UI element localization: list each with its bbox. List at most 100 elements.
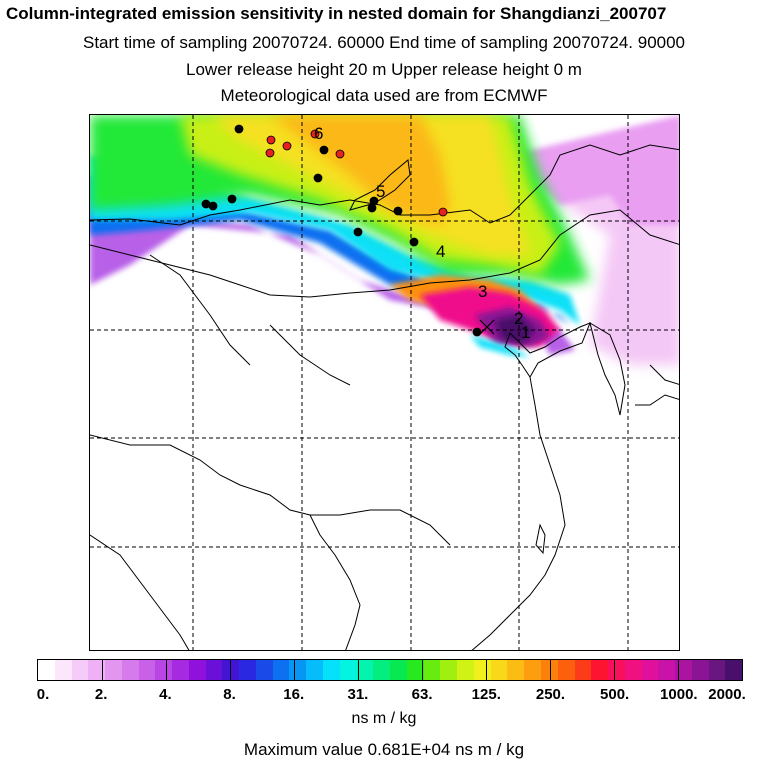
color-scale-tick-label: 4.	[159, 686, 172, 703]
marker-red	[310, 129, 320, 139]
traj-label-3: 3	[478, 282, 487, 301]
color-scale-cell	[675, 660, 692, 680]
color-scale-cell	[708, 660, 726, 680]
korea-coast	[589, 321, 626, 416]
color-scale-cell	[574, 660, 592, 680]
color-scale-cell	[272, 660, 290, 680]
field-orange	[270, 115, 450, 225]
color-scale-tick-label: 125.	[471, 686, 501, 703]
color-scale-cell	[205, 660, 223, 680]
color-scale-cell	[557, 660, 575, 680]
particle-markers	[201, 124, 482, 337]
mongolia-border	[90, 144, 679, 226]
color-scale-cell	[356, 660, 374, 680]
color-scale-separator	[422, 660, 423, 680]
marker-black	[353, 227, 363, 237]
color-scale-separator	[550, 660, 551, 680]
color-scale-cell	[641, 660, 659, 680]
marker-red	[266, 135, 276, 145]
color-scale-tick-label: 500.	[600, 686, 630, 703]
lake	[349, 159, 411, 211]
color-scale-separator	[486, 660, 487, 680]
met-data-line: Meteorological data used are from ECMWF	[220, 86, 548, 105]
india-coast	[90, 534, 190, 650]
inner-border-1	[149, 254, 251, 366]
color-scale-separator	[166, 660, 167, 680]
color-scale-cell	[423, 660, 441, 680]
color-scale-ticks: 0. 2. 4. 8. 16. 31. 63. 125. 250. 500. 1000. 2000.	[0, 686, 768, 706]
maximum-value-text: Maximum value 0.681E+04 ns m / kg	[243, 740, 525, 759]
color-scale-cell	[323, 660, 340, 680]
trajectory-labels: 1 2 3 4 5 6	[314, 124, 530, 342]
release-site-marker	[479, 319, 495, 335]
vietnam-coast	[309, 514, 361, 650]
emission-sensitivity-map: 1 2 3 4 5 6	[89, 114, 680, 651]
east-coast	[471, 376, 566, 650]
marker-black	[319, 145, 329, 155]
color-scale-cell	[457, 660, 474, 680]
color-scale-cell	[306, 660, 324, 680]
marker-black	[367, 203, 377, 213]
traj-label-6: 6	[314, 124, 323, 143]
color-scale-tick-label: 2000.	[708, 686, 746, 703]
marker-black	[409, 237, 419, 247]
color-scale-cell	[155, 660, 173, 680]
coastlines	[90, 144, 679, 650]
marker-black	[313, 173, 323, 183]
field-purple-core	[495, 315, 535, 343]
color-scale-tick-label: 1000.	[660, 686, 698, 703]
color-scale-bar	[37, 659, 743, 681]
color-scale-cell	[658, 660, 676, 680]
color-scale-cell	[524, 660, 541, 680]
indochina-coast	[90, 434, 451, 546]
marker-black	[234, 124, 244, 134]
color-scale-cell	[440, 660, 458, 680]
color-scale-cell	[172, 660, 189, 680]
graticule	[90, 115, 679, 650]
color-scale-tick-label: 63.	[411, 686, 433, 703]
color-scale-separator	[614, 660, 615, 680]
color-scale-tick-label: 2.	[94, 686, 108, 703]
bohai-coast	[504, 322, 591, 378]
color-scale-cell	[255, 660, 273, 680]
color-scale-tick-label: 0.	[36, 686, 50, 703]
color-scale-separator	[678, 660, 679, 680]
color-scale-cell	[591, 660, 609, 680]
marker-black	[393, 206, 403, 216]
color-scale-tick-label: 250.	[535, 686, 566, 703]
color-scale-tick-label: 8.	[223, 686, 236, 703]
map-title: Column-integrated emission sensitivity i…	[6, 4, 667, 23]
release-height-line: Lower release height 20 m Upper release …	[186, 60, 582, 79]
color-scale-tick-label: 31.	[347, 686, 369, 703]
color-scale-tick-label: 16.	[283, 686, 305, 703]
color-scale-separator	[102, 660, 103, 680]
color-scale-cell	[373, 660, 391, 680]
color-scale-cell	[540, 660, 558, 680]
marker-red	[265, 148, 275, 158]
color-scale-cell	[71, 660, 89, 680]
color-scale-cell	[105, 660, 122, 680]
marker-black	[472, 327, 482, 337]
traj-label-4: 4	[436, 242, 445, 261]
field-coast-cyan	[470, 335, 530, 357]
color-scale-cell	[390, 660, 407, 680]
traj-label-5: 5	[376, 182, 385, 201]
color-scale-cell	[725, 660, 743, 680]
color-scale-cell	[339, 660, 357, 680]
traj-label-2: 2	[514, 309, 523, 328]
color-scale-cell	[188, 660, 206, 680]
traj-label-1: 1	[521, 323, 530, 342]
color-scale-cell	[507, 660, 525, 680]
color-scale-cell	[38, 660, 55, 680]
color-scale-cell	[88, 660, 106, 680]
color-scale-cell	[691, 660, 709, 680]
color-scale-cell	[289, 660, 307, 680]
color-scale-cell	[624, 660, 642, 680]
color-scale-cell	[239, 660, 256, 680]
field-pink	[510, 115, 679, 225]
marker-red	[282, 141, 292, 151]
color-scale-unit: ns m / kg	[351, 710, 417, 727]
china-north-border	[90, 209, 679, 298]
sampling-time-line: Start time of sampling 20070724. 60000 E…	[82, 33, 686, 52]
color-scale-cell	[406, 660, 424, 680]
